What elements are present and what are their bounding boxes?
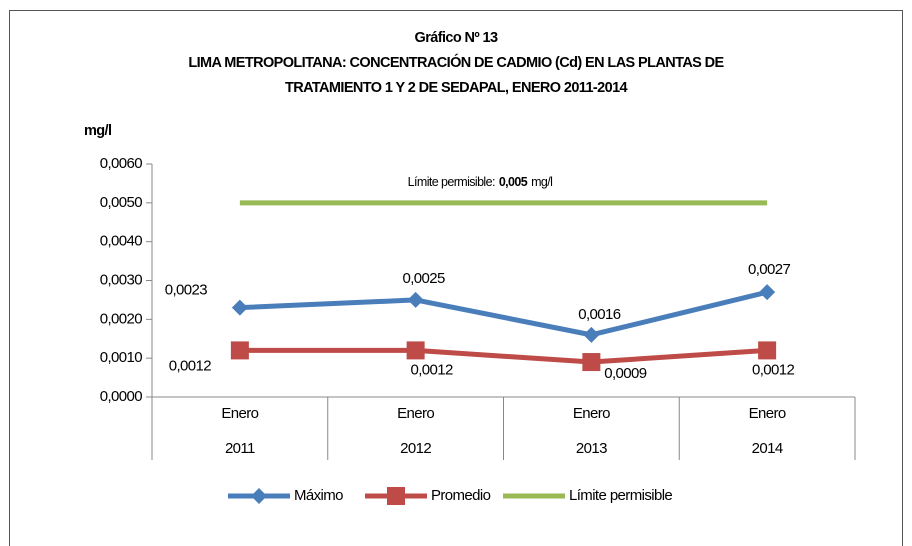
x-tick-label: Enero [221, 405, 258, 422]
y-tick-label: 0,0050 [100, 194, 143, 211]
data-label: 0,0012 [169, 357, 212, 374]
data-label: 0,0025 [402, 270, 445, 287]
legend-marker [387, 487, 405, 505]
marker [758, 341, 777, 360]
y-tick-label: 0,0030 [100, 271, 143, 288]
data-label: 0,0027 [748, 261, 791, 278]
marker [231, 299, 248, 316]
marker [759, 284, 776, 301]
marker [583, 326, 600, 343]
marker [230, 341, 249, 360]
data-label: 0,0009 [604, 365, 647, 382]
legend-marker [251, 488, 267, 504]
marker [406, 341, 425, 360]
legend-label: Máximo [294, 487, 343, 504]
data-label: 0,0023 [165, 282, 208, 299]
annotation-text: Límite permisible: [408, 175, 495, 189]
y-axis-label: mg/l [84, 123, 111, 139]
y-tick-label: 0,0060 [100, 155, 143, 172]
chart-subtitle: TRATAMIENTO 1 Y 2 DE SEDAPAL, ENERO 2011… [285, 80, 628, 96]
x-group-label: 2011 [225, 440, 255, 457]
annotation-value: 0,005 [499, 175, 528, 189]
y-tick-label: 0,0020 [100, 310, 143, 327]
marker [407, 291, 424, 308]
y-tick-label: 0,0040 [100, 233, 143, 250]
chart-subtitle: LIMA METROPOLITANA: CONCENTRACIÓN DE CAD… [188, 53, 724, 71]
y-tick-label: 0,0010 [100, 349, 143, 366]
data-label: 0,0012 [752, 361, 795, 378]
annotation: Límite permisible: 0,005 mg/l [408, 175, 553, 189]
legend-label: Límite permisible [569, 487, 672, 504]
x-tick-label: Enero [397, 405, 434, 422]
annotation-unit: mg/l [531, 175, 552, 189]
x-tick-label: Enero [573, 405, 610, 422]
data-label: 0,0016 [578, 306, 621, 323]
x-group-label: 2012 [400, 440, 431, 457]
y-tick-label: 0,0000 [100, 388, 143, 405]
data-label: 0,0012 [410, 361, 453, 378]
x-group-label: 2013 [576, 440, 607, 457]
data-line [239, 347, 768, 365]
x-tick-label: Enero [749, 405, 786, 422]
marker [582, 353, 601, 372]
data-line [239, 289, 768, 338]
x-group-label: 2014 [752, 440, 783, 457]
chart-title: Gráfico Nº 13 [415, 30, 498, 46]
legend-label: Promedio [431, 487, 491, 504]
chart-frame [9, 10, 903, 546]
